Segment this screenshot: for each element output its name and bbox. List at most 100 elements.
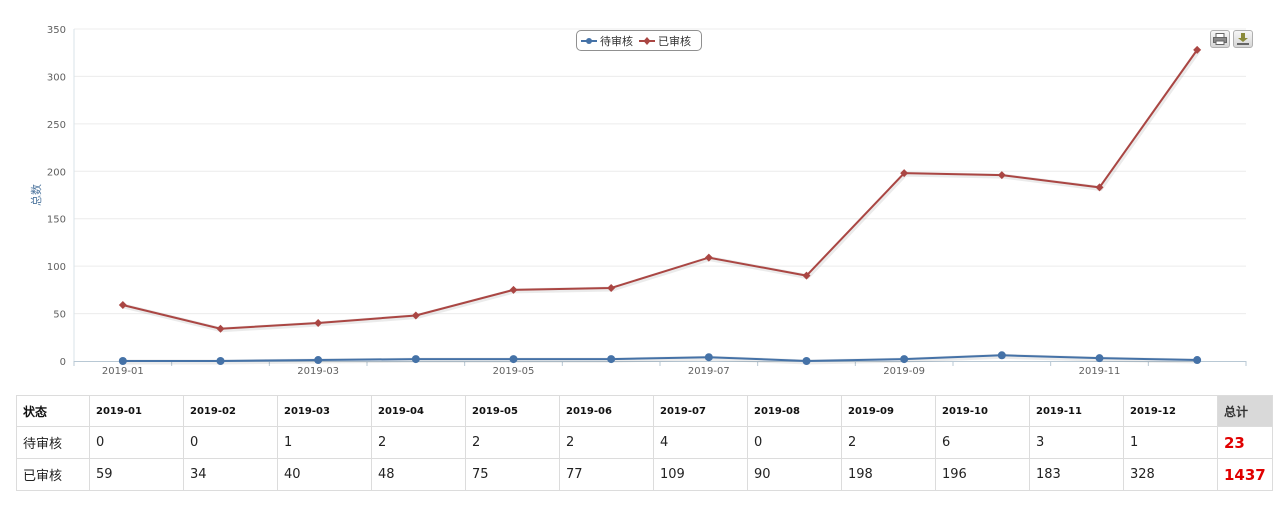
data-point	[997, 171, 1006, 180]
table-cell: 1	[277, 426, 372, 459]
data-point	[1095, 354, 1104, 363]
x-tick-label: 2019-01	[102, 366, 144, 377]
series-line	[122, 354, 1198, 363]
month-column-header: 2019-08	[747, 395, 842, 427]
monthly-stats-table: 状态 2019-01 2019-02 2019-03 2019-04 2019-…	[16, 395, 1273, 491]
line-chart: 0 50 100 150 200 250 300 350 2019-01 2019-03 2019-…	[29, 25, 1247, 377]
data-point	[216, 357, 225, 365]
table-row-approved: 已审核 59 34 40 48 75 77 109 90 198 196 183…	[16, 458, 1273, 491]
data-point	[314, 319, 323, 328]
data-point	[1193, 356, 1202, 365]
legend-item-pending[interactable]: 待审核	[581, 33, 633, 49]
data-point	[1193, 45, 1202, 54]
table-cell: 2	[371, 426, 466, 459]
table-cell: 48	[371, 458, 466, 491]
chart-legend: 待审核 已审核	[576, 30, 702, 51]
table-cell: 109	[653, 458, 748, 491]
y-tick-label: 250	[47, 120, 66, 131]
legend-label-pending: 待审核	[600, 34, 633, 48]
y-tick-label: 50	[53, 310, 66, 321]
month-column-header: 2019-04	[371, 395, 466, 427]
table-cell: 1	[1123, 426, 1218, 459]
table-cell: 2	[841, 426, 936, 459]
month-column-header: 2019-10	[935, 395, 1030, 427]
data-point	[1095, 183, 1104, 192]
table-cell: 77	[559, 458, 654, 491]
table-cell: 90	[747, 458, 842, 491]
table-cell: 6	[935, 426, 1030, 459]
data-point	[704, 353, 713, 362]
data-point	[802, 271, 811, 280]
table-cell: 0	[89, 426, 184, 459]
table-cell: 0	[747, 426, 842, 459]
data-point	[900, 169, 909, 178]
data-point	[607, 355, 616, 364]
total-cell: 23	[1217, 426, 1273, 459]
chart-area: 0 50 100 150 200 250 300 350 2019-01 2019-03 2019-…	[29, 25, 1253, 377]
month-column-header: 2019-07	[653, 395, 748, 427]
table-cell: 40	[277, 458, 372, 491]
data-point	[509, 285, 518, 294]
data-point	[411, 311, 420, 320]
legend-item-approved[interactable]: 已审核	[639, 33, 691, 49]
print-icon	[1213, 33, 1227, 45]
data-point	[118, 301, 127, 310]
legend-label-approved: 已审核	[658, 34, 691, 48]
month-column-header: 2019-11	[1029, 395, 1124, 427]
data-point	[900, 355, 909, 364]
table-cell: 328	[1123, 458, 1218, 491]
series-line-shadow	[123, 49, 1201, 333]
table-cell: 4	[653, 426, 748, 459]
table-cell: 198	[841, 458, 936, 491]
x-tick-label: 2019-03	[297, 366, 339, 377]
table-cell: 183	[1029, 458, 1124, 491]
month-column-header: 2019-01	[89, 395, 184, 427]
data-point	[118, 357, 127, 365]
legend-marker-approved-icon	[639, 36, 655, 45]
month-column-header: 2019-09	[841, 395, 936, 427]
x-tick-label: 2019-11	[1079, 366, 1121, 377]
table-header-row: 状态 2019-01 2019-02 2019-03 2019-04 2019-…	[16, 395, 1273, 427]
data-point	[997, 351, 1006, 360]
data-point	[704, 253, 713, 262]
x-tick-label: 2019-05	[493, 366, 535, 377]
status-column-header: 状态	[16, 395, 90, 427]
month-column-header: 2019-12	[1123, 395, 1218, 427]
total-column-header: 总计	[1217, 395, 1273, 427]
export-button[interactable]	[1233, 30, 1253, 48]
data-point	[802, 357, 811, 365]
table-cell: 0	[183, 426, 278, 459]
table-cell: 2	[559, 426, 654, 459]
table-cell: 34	[183, 458, 278, 491]
month-column-header: 2019-02	[183, 395, 278, 427]
print-button[interactable]	[1210, 30, 1230, 48]
table-row-pending: 待审核 0 0 1 2 2 2 4 0 2 6 3 1 23	[16, 426, 1273, 459]
x-tick-label: 2019-09	[883, 366, 925, 377]
table-cell: 2	[465, 426, 560, 459]
month-column-header: 2019-06	[559, 395, 654, 427]
legend-marker-pending-icon	[581, 37, 597, 44]
y-tick-label: 0	[60, 357, 66, 368]
total-cell: 1437	[1217, 458, 1273, 491]
table-cell: 75	[465, 458, 560, 491]
month-column-header: 2019-03	[277, 395, 372, 427]
y-tick-label: 350	[47, 25, 66, 36]
row-label: 待审核	[16, 426, 90, 459]
y-tick-label: 150	[47, 215, 66, 226]
row-label: 已审核	[16, 458, 90, 491]
data-point	[314, 356, 323, 365]
download-icon	[1237, 33, 1249, 45]
table-cell: 3	[1029, 426, 1124, 459]
y-tick-label: 300	[47, 72, 66, 83]
data-point	[411, 355, 420, 364]
data-point	[607, 283, 616, 292]
table-cell: 196	[935, 458, 1030, 491]
y-axis-title: 总数	[29, 184, 43, 206]
data-point	[216, 324, 225, 333]
table-cell: 59	[89, 458, 184, 491]
y-tick-label: 200	[47, 167, 66, 178]
series-line	[122, 49, 1198, 330]
x-tick-label: 2019-07	[688, 366, 730, 377]
data-point	[509, 355, 518, 364]
y-tick-label: 100	[47, 262, 66, 273]
